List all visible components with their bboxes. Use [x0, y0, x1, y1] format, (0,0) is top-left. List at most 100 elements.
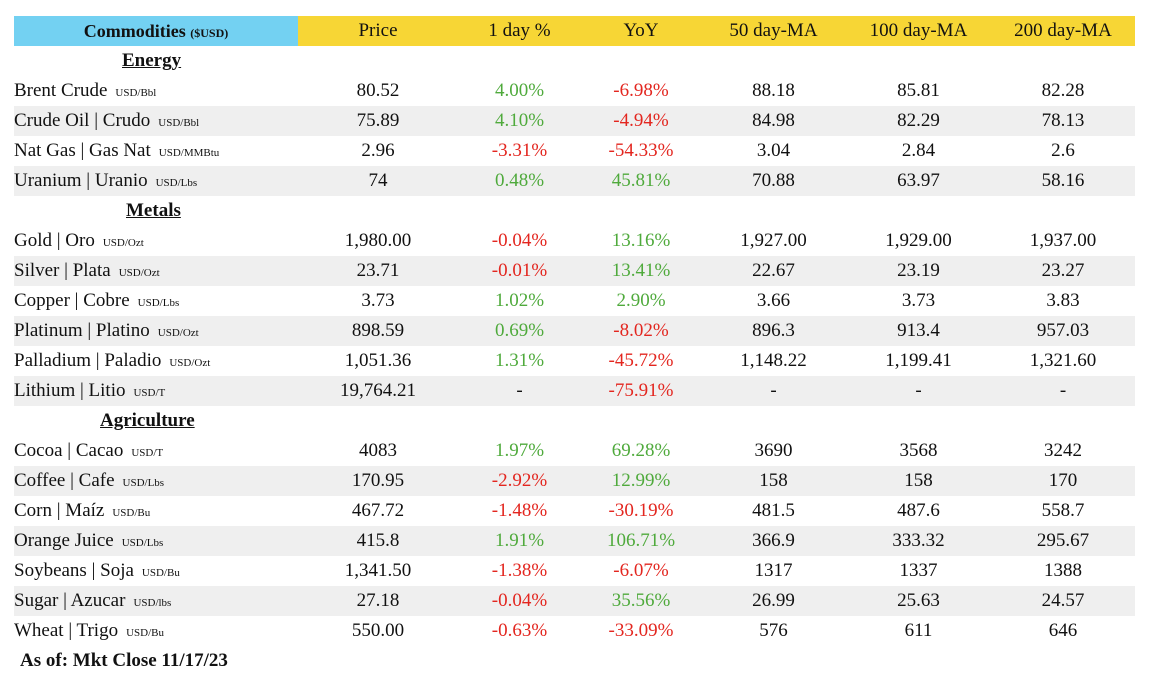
cell-yoy: -75.91%: [581, 376, 701, 406]
cell-yoy: 13.41%: [581, 256, 701, 286]
commodity-unit: USD/lbs: [133, 597, 172, 609]
cell-yoy: 69.28%: [611, 440, 671, 461]
cell-ma200: 82.28: [1041, 80, 1085, 101]
cell-ma100: 333.32: [846, 526, 991, 556]
table-row: Wheat | Trigo USD/Bu 550.00 -0.63% -33.09% 57…: [14, 616, 1135, 646]
header-price: Price: [298, 16, 458, 46]
cell-ma50: 576: [759, 620, 788, 641]
cell-day: 1.02%: [494, 290, 545, 311]
cell-ma50: -: [701, 376, 846, 406]
cell-ma100: -: [846, 376, 991, 406]
empty-cell: [581, 406, 701, 436]
table-row: Coffee | Cafe USD/Lbs 170.95 -2.92% 12.99% 15…: [14, 466, 1135, 496]
commodity-name-cell: Nat Gas | Gas Nat USD/MMBtu: [14, 136, 298, 166]
cell-day: -0.63%: [491, 620, 548, 641]
commodity-name: Coffee | Cafe: [14, 470, 115, 491]
cell-yoy: -54.33%: [608, 140, 674, 161]
header-yoy: YoY: [581, 16, 701, 46]
cell-ma50: 896.3: [701, 316, 846, 346]
empty-cell: [458, 406, 581, 436]
cell-ma200: 2.6: [1051, 140, 1075, 161]
commodity-name: Soybeans | Soja: [14, 560, 134, 581]
cell-ma200: 558.7: [1041, 500, 1085, 521]
cell-ma50: 88.18: [752, 80, 795, 101]
cell-price: 1,051.36: [344, 350, 412, 371]
cell-ma100: 611: [904, 620, 933, 641]
commodity-name-cell: Sugar | Azucar USD/lbs: [14, 586, 298, 616]
empty-cell: [991, 406, 1135, 436]
commodity-name-cell: Platinum | Platino USD/Ozt: [14, 316, 298, 346]
commodity-unit: USD/Bbl: [115, 87, 157, 99]
header-50ma: 50 day-MA: [701, 16, 846, 46]
commodity-name-cell: Wheat | Trigo USD/Bu: [14, 616, 298, 646]
commodity-name-cell: Silver | Plata USD/Ozt: [14, 256, 298, 286]
cell-ma200: 23.27: [991, 256, 1135, 286]
commodity-name: Uranium | Uranio: [14, 170, 148, 191]
cell-ma100: 158: [846, 466, 991, 496]
commodity-name: Brent Crude: [14, 80, 108, 101]
commodity-name: Palladium | Paladio: [14, 350, 162, 371]
commodity-name: Nat Gas | Gas Nat: [14, 140, 151, 161]
cell-yoy: 106.71%: [581, 526, 701, 556]
cell-yoy: -45.72%: [608, 350, 674, 371]
cell-ma200: 1388: [1044, 560, 1082, 581]
cell-day: -3.31%: [491, 140, 548, 161]
commodity-name: Silver | Plata: [14, 260, 111, 281]
header-200ma: 200 day-MA: [991, 16, 1135, 46]
commodity-name-cell: Brent Crude USD/Bbl: [14, 76, 298, 106]
commodity-unit: USD/Bu: [126, 627, 164, 639]
commodity-name: Crude Oil | Crudo: [14, 110, 151, 131]
header-commodities: Commodities ($USD): [14, 16, 298, 46]
commodity-unit: USD/Bbl: [158, 117, 200, 129]
section-title: Metals: [126, 200, 181, 221]
cell-price: 80.52: [356, 80, 400, 101]
commodity-name-cell: Soybeans | Soja USD/Bu: [14, 556, 298, 586]
cell-ma100: 3.73: [901, 290, 936, 311]
empty-cell: [581, 46, 701, 76]
commodity-unit: USD/Lbs: [121, 537, 164, 549]
cell-ma200: 24.57: [991, 586, 1135, 616]
empty-cell: [846, 406, 991, 436]
cell-price: 23.71: [298, 256, 458, 286]
empty-cell: [701, 196, 846, 226]
cell-price: 19,764.21: [298, 376, 458, 406]
cell-day: 1.91%: [458, 526, 581, 556]
commodity-name-cell: Palladium | Paladio USD/Ozt: [14, 346, 298, 376]
cell-ma50: 1,148.22: [740, 350, 807, 371]
empty-cell: [991, 196, 1135, 226]
cell-day: -1.48%: [491, 500, 548, 521]
commodity-unit: USD/Lbs: [155, 177, 198, 189]
commodity-name-cell: Gold | Oro USD/Ozt: [14, 226, 298, 256]
cell-price: 27.18: [298, 586, 458, 616]
commodity-name: Copper | Cobre: [14, 290, 130, 311]
commodity-name: Lithium | Litio: [14, 380, 126, 401]
commodity-unit: USD/MMBtu: [158, 147, 220, 159]
commodity-unit: USD/Lbs: [137, 297, 180, 309]
section-title: Agriculture: [100, 410, 195, 431]
cell-ma50: 1317: [754, 560, 793, 581]
cell-ma50: 22.67: [701, 256, 846, 286]
cell-ma50: 481.5: [752, 500, 795, 521]
cell-day: -2.92%: [458, 466, 581, 496]
cell-yoy: 2.90%: [616, 290, 666, 311]
cell-ma50: 158: [701, 466, 846, 496]
cell-ma200: 1,937.00: [1029, 230, 1097, 251]
cell-ma50: 1,927.00: [740, 230, 807, 251]
cell-day: -1.38%: [491, 560, 548, 581]
cell-day: 4.00%: [494, 80, 545, 101]
cell-price: 74: [298, 166, 458, 196]
commodity-name-cell: Orange Juice USD/Lbs: [14, 526, 298, 556]
cell-ma200: 957.03: [991, 316, 1135, 346]
empty-cell: [298, 196, 458, 226]
table-row: Brent Crude USD/Bbl 80.52 4.00% -6.98% 88.18 8…: [14, 76, 1135, 106]
cell-price: 2.96: [361, 140, 395, 161]
table-row: Palladium | Paladio USD/Ozt 1,051.36 1.31% -…: [14, 346, 1135, 376]
cell-ma50: 26.99: [701, 586, 846, 616]
section-row: Energy: [14, 46, 1135, 76]
table-row: Sugar | Azucar USD/lbs 27.18 -0.04% 35.56% 26…: [14, 586, 1135, 616]
cell-day: -: [458, 376, 581, 406]
cell-ma100: 913.4: [846, 316, 991, 346]
table-row: Cocoa | Cacao USD/T 4083 1.97% 69.28% 3690 356…: [14, 436, 1135, 466]
cell-price: 75.89: [298, 106, 458, 136]
as-of-footer: As of: Mkt Close 11/17/23: [20, 650, 228, 671]
